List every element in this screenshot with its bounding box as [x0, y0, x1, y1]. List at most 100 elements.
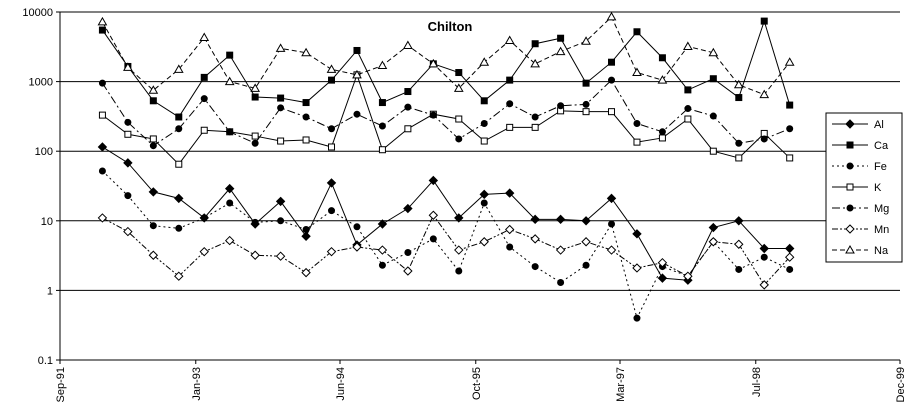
point — [123, 158, 133, 168]
point — [453, 83, 464, 92]
point — [251, 132, 259, 140]
point — [250, 83, 261, 92]
y-tick-label: 100 — [35, 146, 53, 158]
y-tick-label: 10000 — [22, 7, 53, 19]
point — [224, 183, 235, 194]
point — [608, 220, 616, 228]
point — [98, 26, 106, 34]
point — [581, 36, 591, 45]
point — [98, 167, 106, 175]
point — [251, 93, 259, 101]
point — [786, 101, 794, 109]
point — [277, 104, 285, 112]
point — [404, 249, 412, 257]
point — [633, 314, 641, 322]
point — [709, 112, 717, 120]
chart-title: Chilton — [428, 19, 473, 34]
point — [480, 120, 488, 128]
point — [149, 135, 157, 143]
point — [480, 137, 488, 145]
point — [632, 263, 642, 273]
point — [582, 100, 590, 108]
point — [506, 123, 514, 131]
point — [684, 86, 692, 94]
point — [403, 266, 413, 276]
point — [199, 246, 209, 257]
point — [504, 35, 515, 44]
point — [786, 125, 794, 133]
legend-label: Ca — [874, 140, 889, 152]
point — [760, 253, 768, 261]
y-tick-label: 1 — [47, 285, 53, 297]
point — [328, 207, 336, 215]
point — [557, 34, 565, 42]
point — [531, 40, 539, 48]
point — [301, 231, 311, 241]
point — [428, 58, 439, 68]
point — [378, 261, 386, 269]
point — [658, 134, 666, 142]
point — [735, 265, 743, 273]
point — [454, 245, 464, 255]
legend-label: K — [874, 182, 882, 194]
point — [123, 62, 133, 71]
point — [530, 214, 540, 225]
point — [582, 108, 590, 116]
point — [404, 103, 412, 111]
point — [173, 64, 184, 73]
legend-marker — [846, 204, 854, 212]
point — [504, 224, 515, 235]
point — [455, 135, 463, 143]
point — [97, 213, 108, 223]
point — [506, 76, 514, 84]
point — [378, 122, 386, 130]
point — [353, 46, 361, 54]
point — [735, 94, 743, 102]
point — [328, 143, 336, 151]
point — [786, 265, 794, 273]
series-line — [102, 79, 790, 147]
point — [684, 105, 692, 113]
point — [657, 273, 668, 283]
point — [148, 187, 159, 197]
point — [200, 214, 208, 222]
point — [606, 193, 617, 204]
point — [277, 217, 285, 225]
point — [328, 125, 336, 133]
point — [174, 193, 184, 204]
legend-marker — [846, 162, 854, 170]
point — [784, 243, 795, 254]
legend-label: Fe — [874, 161, 887, 173]
point — [555, 245, 566, 255]
point — [455, 69, 463, 77]
point — [608, 58, 616, 66]
point — [275, 196, 286, 207]
point — [353, 223, 361, 231]
point — [429, 235, 437, 243]
point — [759, 280, 769, 290]
point — [403, 203, 413, 214]
point — [657, 75, 668, 84]
point — [632, 229, 642, 239]
point — [200, 73, 208, 81]
y-tick-label: 10 — [41, 216, 53, 228]
point — [428, 210, 439, 220]
point — [760, 135, 768, 143]
point — [377, 219, 388, 229]
point — [124, 118, 132, 126]
point — [734, 216, 744, 226]
point — [608, 76, 616, 84]
point — [377, 60, 388, 70]
x-tick-label: Oct-95 — [471, 367, 483, 400]
point — [582, 261, 590, 269]
point — [302, 99, 310, 107]
point — [302, 113, 310, 121]
point — [531, 113, 539, 121]
point — [735, 139, 743, 147]
x-tick-label: Jan-93 — [191, 367, 203, 401]
legend: Al Ca Fe K Mg Mn Na — [825, 112, 903, 263]
legend-marker — [845, 224, 855, 234]
point — [302, 136, 310, 144]
point — [97, 16, 108, 26]
